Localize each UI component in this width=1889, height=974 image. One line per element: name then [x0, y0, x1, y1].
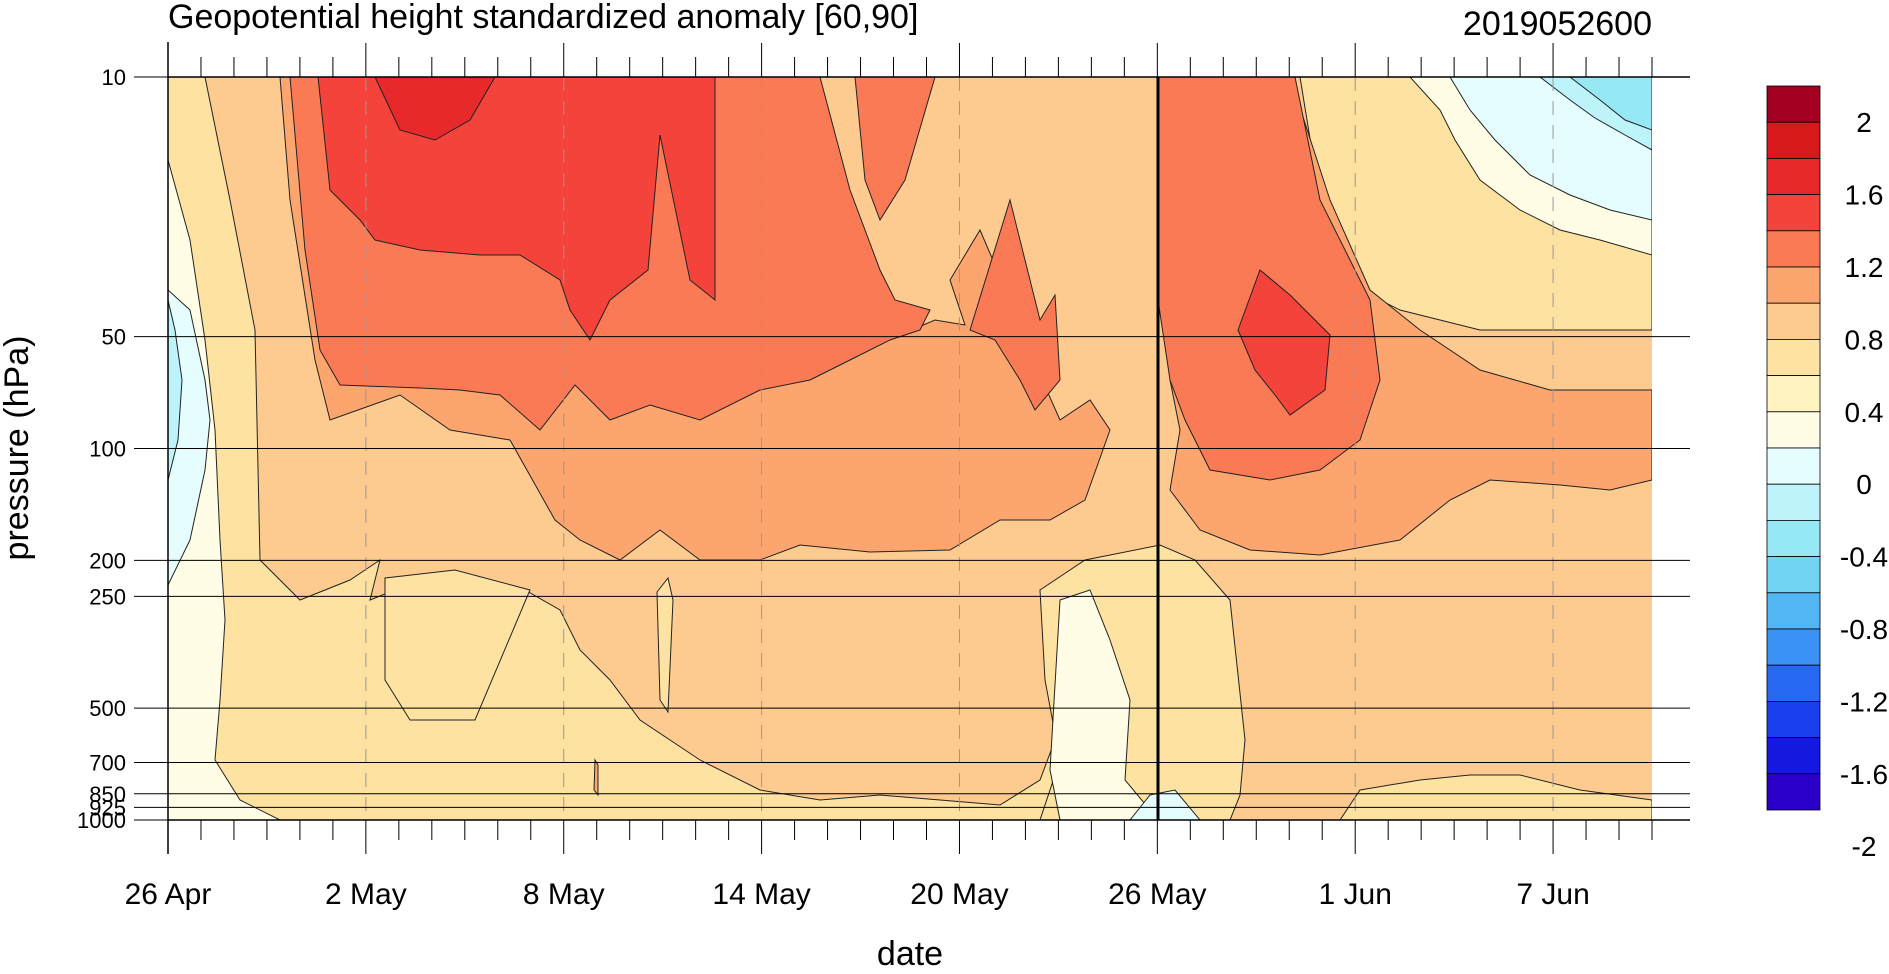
colorbar-swatch — [1766, 664, 1821, 702]
x-axis-tick-labels: 26 Apr 2 May 8 May 14 May 20 May 26 May 1 Jun 7… — [125, 878, 1590, 911]
y-tick-label: 700 — [89, 750, 126, 775]
x-tick-label: 14 May — [712, 878, 810, 911]
y-tick-label: 50 — [102, 325, 126, 350]
colorbar-swatch — [1766, 701, 1821, 739]
colorbar-labels: 2 1.6 1.2 0.8 0.4 0 -0.4 -0.8 -1.2 -1.6 -2 — [1840, 107, 1888, 862]
colorbar-label: 2 — [1856, 107, 1872, 138]
colorbar-swatch — [1766, 338, 1821, 376]
init-time-label: 2019052600 — [1463, 5, 1652, 43]
colorbar-swatch — [1766, 302, 1821, 340]
colorbar-swatch — [1766, 230, 1821, 268]
x-tick-label: 1 Jun — [1319, 878, 1392, 911]
contour-region — [1129, 789, 1201, 820]
colorbar-label: 0.8 — [1845, 324, 1884, 355]
y-tick-label: 925 — [89, 795, 126, 820]
contour-region — [168, 299, 183, 481]
x-tick-label: 7 Jun — [1516, 878, 1589, 911]
contour-region — [317, 77, 716, 341]
colorbar-swatch — [1766, 157, 1821, 195]
y-tick-label: 850 — [89, 782, 126, 807]
colorbar-label: -0.4 — [1840, 542, 1888, 573]
chart-title: Geopotential height standardized anomaly… — [168, 0, 918, 36]
colorbar-swatch — [1766, 85, 1821, 123]
colorbar-label: -0.8 — [1840, 614, 1888, 645]
x-axis-ticks — [167, 43, 1653, 854]
contour-region — [593, 758, 599, 797]
colorbar — [1766, 85, 1821, 811]
x-tick-label: 26 May — [1108, 878, 1206, 911]
y-tick-label: 250 — [89, 584, 126, 609]
contour-region — [384, 569, 531, 721]
y-tick-label: 500 — [89, 696, 126, 721]
colorbar-swatch — [1766, 628, 1821, 666]
colorbar-label: 1.2 — [1845, 252, 1884, 283]
colorbar-swatch — [1766, 737, 1821, 775]
contour-region — [1339, 774, 1652, 820]
colorbar-swatch — [1766, 483, 1821, 521]
y-tick-label: 100 — [89, 437, 126, 462]
contour-region — [854, 77, 936, 222]
y-tick-label: 200 — [89, 548, 126, 573]
y-tick-label: 10 — [102, 65, 126, 90]
colorbar-label: 0.4 — [1845, 397, 1884, 428]
x-tick-label: 8 May — [523, 878, 605, 911]
x-tick-label: 20 May — [910, 878, 1008, 911]
contour-regions — [168, 77, 1652, 820]
x-tick-label: 2 May — [325, 878, 407, 911]
contour-region — [1569, 77, 1652, 131]
contour-region — [168, 159, 281, 820]
colorbar-swatch — [1766, 266, 1821, 304]
colorbar-label: -1.2 — [1840, 686, 1888, 717]
colorbar-swatch — [1766, 520, 1821, 558]
colorbar-swatch — [1766, 375, 1821, 413]
contour-region — [374, 77, 496, 141]
contour-region — [1237, 269, 1331, 416]
x-axis-title: date — [877, 935, 943, 969]
y-tick-label: 1000 — [77, 808, 126, 833]
y-axis-title: pressure (hPa) — [0, 336, 36, 561]
colorbar-swatch — [1766, 556, 1821, 594]
colorbar-label: -1.6 — [1840, 759, 1888, 790]
colorbar-swatch — [1766, 447, 1821, 485]
colorbar-swatch — [1766, 592, 1821, 630]
colorbar-label: 1.6 — [1845, 180, 1884, 211]
contour-region — [656, 576, 674, 714]
x-tick-label: 26 Apr — [125, 878, 212, 911]
colorbar-label: 0 — [1856, 469, 1872, 500]
colorbar-swatch — [1766, 194, 1821, 232]
colorbar-label: -2 — [1852, 831, 1877, 862]
contour-region — [969, 198, 1061, 411]
colorbar-swatch — [1766, 773, 1821, 811]
colorbar-swatch — [1766, 121, 1821, 159]
colorbar-swatch — [1766, 411, 1821, 449]
y-axis-ticks — [134, 76, 1690, 821]
